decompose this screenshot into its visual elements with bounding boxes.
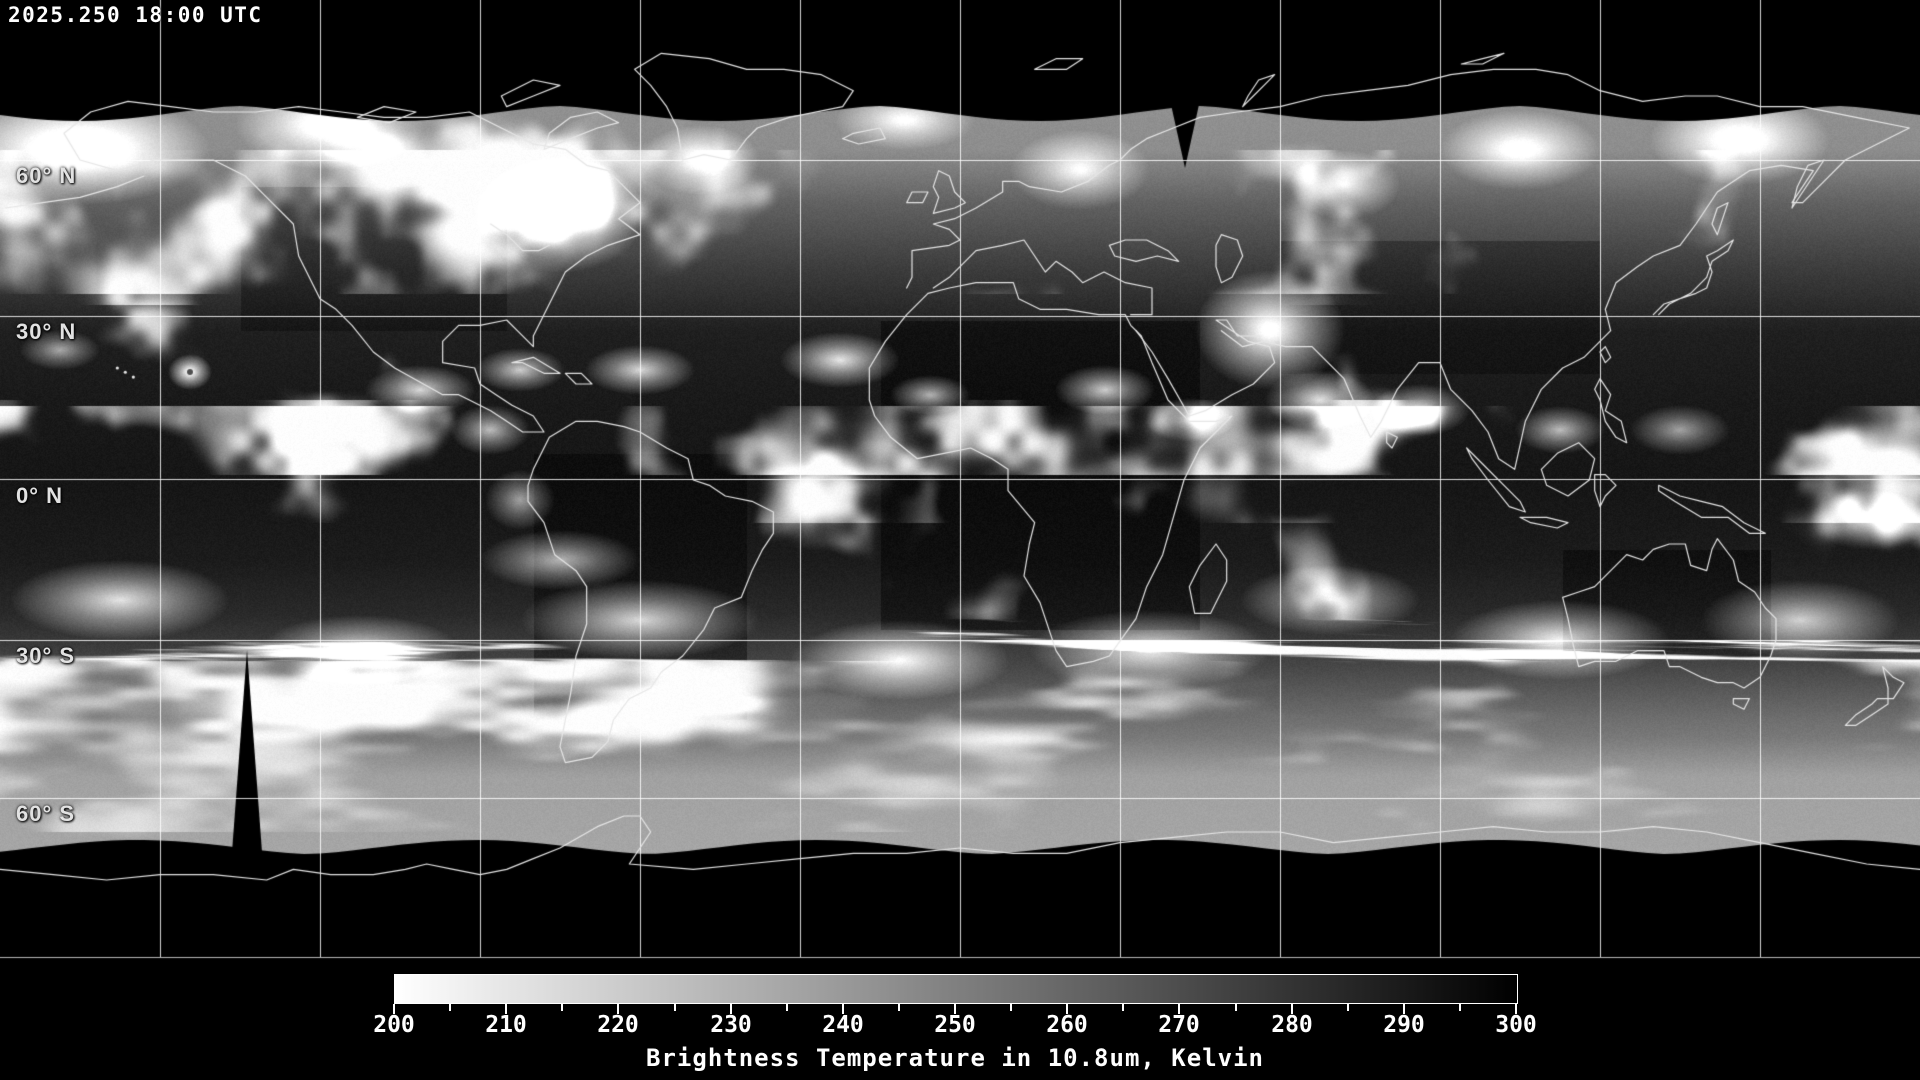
colorbar-tick xyxy=(1010,1004,1013,1011)
colorbar-tick xyxy=(673,1004,676,1011)
colorbar-tick xyxy=(1402,1004,1405,1014)
tick-label-240: 240 xyxy=(822,1012,864,1038)
colorbar-tick xyxy=(1178,1004,1181,1014)
colorbar-gradient-strip xyxy=(394,974,1518,1004)
colorbar-title: Brightness Temperature in 10.8um, Kelvin xyxy=(646,1044,1264,1072)
colorbar-tick xyxy=(449,1004,452,1011)
colorbar-tick xyxy=(1515,1004,1517,1014)
colorbar-tick xyxy=(1346,1004,1349,1011)
tick-label-230: 230 xyxy=(710,1012,752,1038)
tick-label-210: 210 xyxy=(485,1012,527,1038)
colorbar-tick xyxy=(841,1004,844,1014)
latitude-label-30s: 30° S xyxy=(16,643,76,668)
colorbar-tick xyxy=(1122,1004,1125,1011)
colorbar-tick xyxy=(897,1004,900,1011)
latitude-label-0n: 0° N xyxy=(16,483,64,508)
tick-label-250: 250 xyxy=(934,1012,976,1038)
colorbar-tick xyxy=(954,1004,956,1014)
colorbar-tick xyxy=(617,1004,620,1014)
tick-label-270: 270 xyxy=(1158,1012,1200,1038)
latitude-label-30n: 30° N xyxy=(16,319,77,344)
tick-label-290: 290 xyxy=(1383,1012,1425,1038)
colorbar-tick xyxy=(505,1004,508,1014)
colorbar-tick xyxy=(1290,1004,1293,1014)
tick-label-300: 300 xyxy=(1495,1012,1537,1038)
colorbar-tick xyxy=(1458,1004,1461,1011)
latitude-label-60s: 60° S xyxy=(16,801,76,826)
colorbar-tick xyxy=(1234,1004,1237,1011)
tick-label-220: 220 xyxy=(597,1012,639,1038)
latitude-label-60n: 60° N xyxy=(16,163,77,188)
colorbar-tick xyxy=(785,1004,788,1011)
satellite-imagery-canvas xyxy=(0,0,1920,960)
colorbar: 200 210 220 230 240 250 260 270 280 290 … xyxy=(0,960,1920,1080)
colorbar-tick xyxy=(561,1004,564,1011)
tick-label-260: 260 xyxy=(1046,1012,1088,1038)
colorbar-tick xyxy=(393,1004,395,1014)
tick-label-200: 200 xyxy=(373,1012,415,1038)
timestamp-label: 2025.250 18:00 UTC xyxy=(8,3,263,27)
tick-label-280: 280 xyxy=(1271,1012,1313,1038)
satellite-ir-map: 2025.250 18:00 UTC 60° N 30° N 0° N 30° … xyxy=(0,0,1920,960)
colorbar-tick xyxy=(1066,1004,1069,1014)
colorbar-tick xyxy=(729,1004,732,1014)
